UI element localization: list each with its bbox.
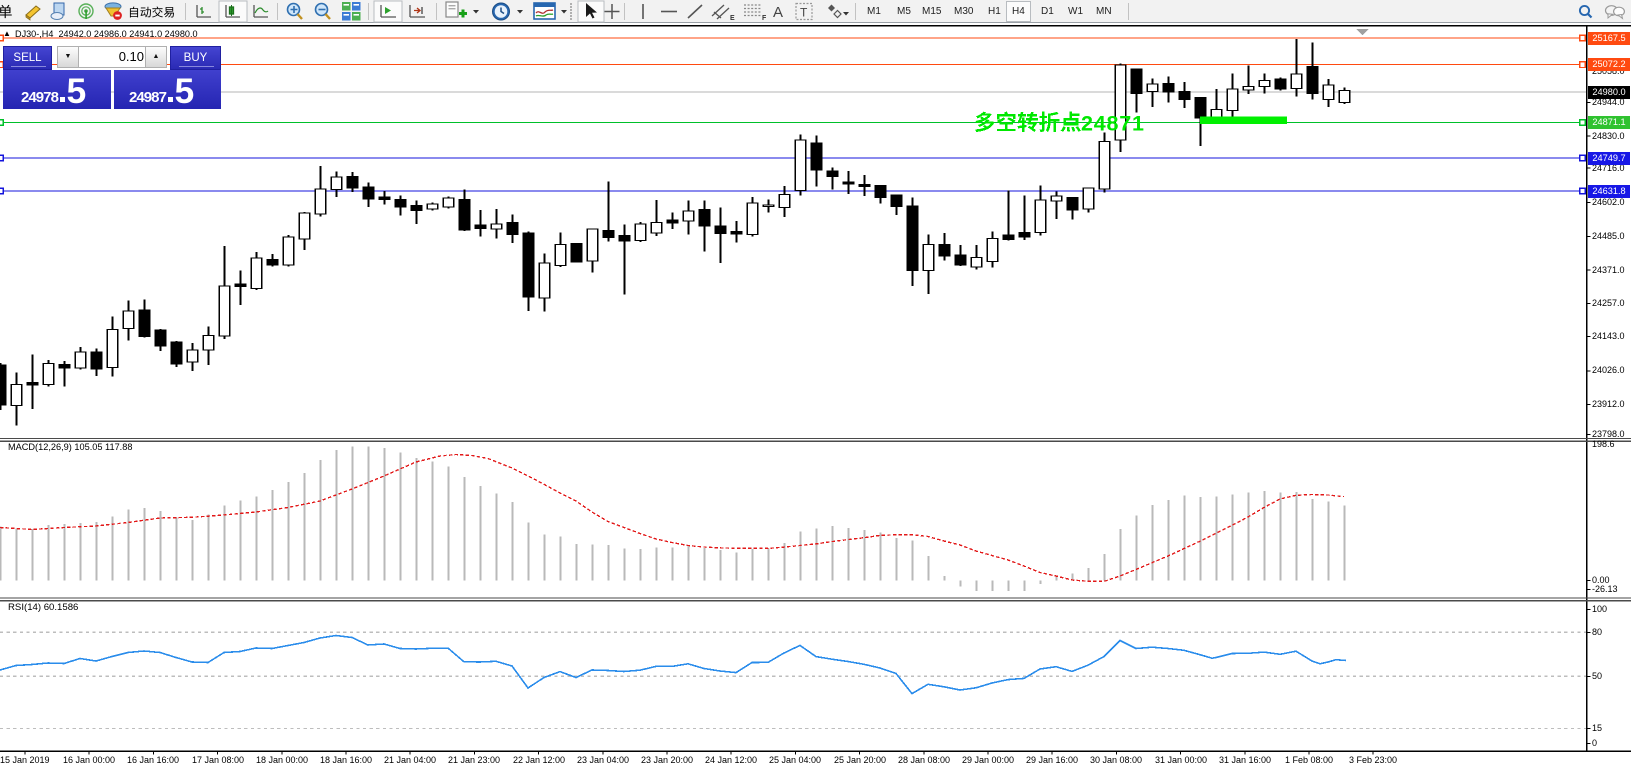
- svg-text:24871: 24871: [1081, 112, 1144, 136]
- svg-text:E: E: [730, 15, 735, 22]
- svg-text:T: T: [800, 6, 808, 20]
- svg-text:A: A: [773, 4, 783, 21]
- svg-text:F: F: [762, 15, 767, 22]
